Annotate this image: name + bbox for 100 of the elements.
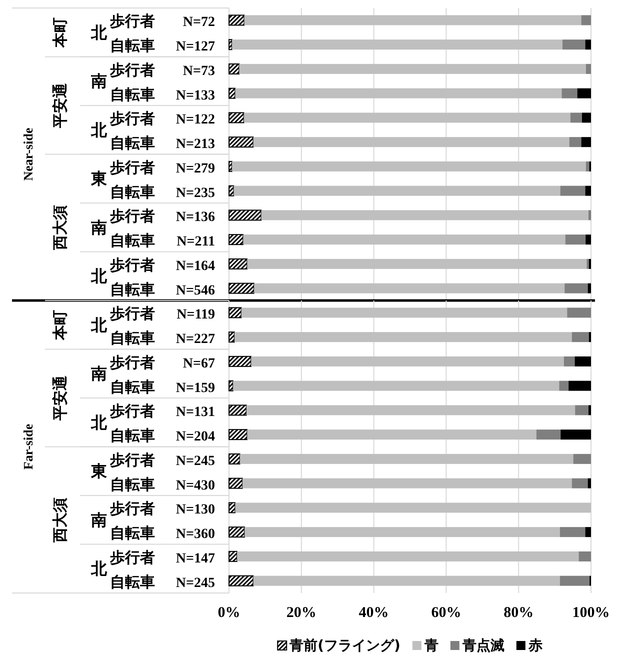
text: 北 xyxy=(90,559,108,578)
text: 西大須 xyxy=(51,497,69,544)
bar xyxy=(228,429,248,440)
bar xyxy=(575,405,588,416)
bar xyxy=(228,88,236,99)
text: 北 xyxy=(90,22,108,42)
legend-label: 青 xyxy=(423,638,438,654)
category-label: 歩行者 N=279 xyxy=(110,158,215,176)
bar xyxy=(560,186,586,196)
bar xyxy=(228,185,234,196)
bar xyxy=(572,332,589,342)
bar xyxy=(572,478,588,488)
text: Far-side xyxy=(20,424,36,470)
category-label: 歩行者 N=164 xyxy=(110,256,215,274)
text: 南 xyxy=(90,510,107,530)
bar xyxy=(588,405,591,416)
bar xyxy=(562,88,578,98)
bar xyxy=(586,64,591,74)
bar xyxy=(228,478,243,489)
bar xyxy=(247,258,587,269)
text: 平安通 xyxy=(51,374,69,422)
bar xyxy=(228,160,232,172)
text: 西大須 xyxy=(51,204,69,251)
bar xyxy=(582,112,591,123)
bar xyxy=(254,283,565,294)
bar xyxy=(228,380,234,392)
bar xyxy=(565,234,586,245)
category-label: 自転車 N=360 xyxy=(110,524,215,542)
legend-label: 青点滅 xyxy=(461,638,504,654)
bar xyxy=(251,356,564,366)
bar xyxy=(581,137,591,148)
bar xyxy=(232,380,560,391)
bar xyxy=(240,454,574,464)
bar xyxy=(261,210,588,220)
bar xyxy=(228,575,254,586)
bar xyxy=(228,112,244,124)
category-label: 自転車 N=546 xyxy=(110,280,215,298)
bar xyxy=(560,527,586,538)
bar xyxy=(564,283,588,294)
bar xyxy=(242,478,572,488)
bar xyxy=(228,210,262,221)
x-tick-label: 0% xyxy=(218,605,240,621)
bar xyxy=(581,15,591,26)
bar xyxy=(244,15,582,26)
bar xyxy=(585,186,591,196)
bar xyxy=(235,88,562,98)
bar xyxy=(228,502,236,514)
bar xyxy=(567,308,591,318)
text: 北 xyxy=(90,120,108,140)
bar xyxy=(228,63,240,74)
bar xyxy=(236,551,579,562)
category-label: 自転車 N=211 xyxy=(110,232,215,250)
bar xyxy=(246,405,576,416)
text: 南 xyxy=(90,364,107,384)
bar xyxy=(228,526,246,538)
category-label: 自転車 N=204 xyxy=(110,426,215,445)
category-label: 歩行者 N=136 xyxy=(110,207,215,226)
bar xyxy=(232,161,586,172)
bar xyxy=(253,576,560,586)
bar xyxy=(241,308,568,318)
bar xyxy=(559,380,569,391)
bar xyxy=(239,64,586,74)
category-label: 歩行者 N=245 xyxy=(110,450,215,469)
category-label: 自転車 N=159 xyxy=(110,378,215,396)
bar xyxy=(228,39,232,50)
legend-label: 青前(フライング) xyxy=(288,638,400,654)
x-tick-label: 80% xyxy=(504,605,534,621)
bar xyxy=(228,136,254,148)
bar xyxy=(253,137,570,148)
bar xyxy=(228,404,247,416)
bar xyxy=(588,283,591,294)
text: Near-side xyxy=(20,128,36,181)
bar xyxy=(247,430,536,440)
bar xyxy=(577,88,591,98)
bar xyxy=(573,454,591,464)
category-label: 歩行者 N=147 xyxy=(110,548,215,566)
bar xyxy=(574,356,591,366)
bar xyxy=(588,210,591,220)
category-label: 自転車 N=133 xyxy=(110,85,215,104)
category-label: 歩行者 N=131 xyxy=(110,402,215,420)
category-label: 歩行者 N=122 xyxy=(110,110,215,128)
bar xyxy=(568,380,591,391)
x-tick-label: 20% xyxy=(286,605,316,621)
bar xyxy=(570,112,582,123)
bar xyxy=(228,234,244,246)
category-label: 歩行者 N=67 xyxy=(110,353,215,372)
x-tick-label: 100% xyxy=(572,605,610,621)
bar xyxy=(585,527,591,538)
bar xyxy=(244,112,570,123)
bar xyxy=(586,161,590,172)
text: 東 xyxy=(90,462,108,481)
bar xyxy=(228,550,238,562)
category-label: 自転車 N=235 xyxy=(110,182,215,201)
bar xyxy=(588,478,591,488)
bar xyxy=(234,186,560,196)
text: 南 xyxy=(90,72,107,91)
text: 北 xyxy=(90,266,108,286)
category-label: 歩行者 N=119 xyxy=(110,304,215,323)
bar xyxy=(228,307,242,318)
x-tick-label: 40% xyxy=(358,605,389,621)
